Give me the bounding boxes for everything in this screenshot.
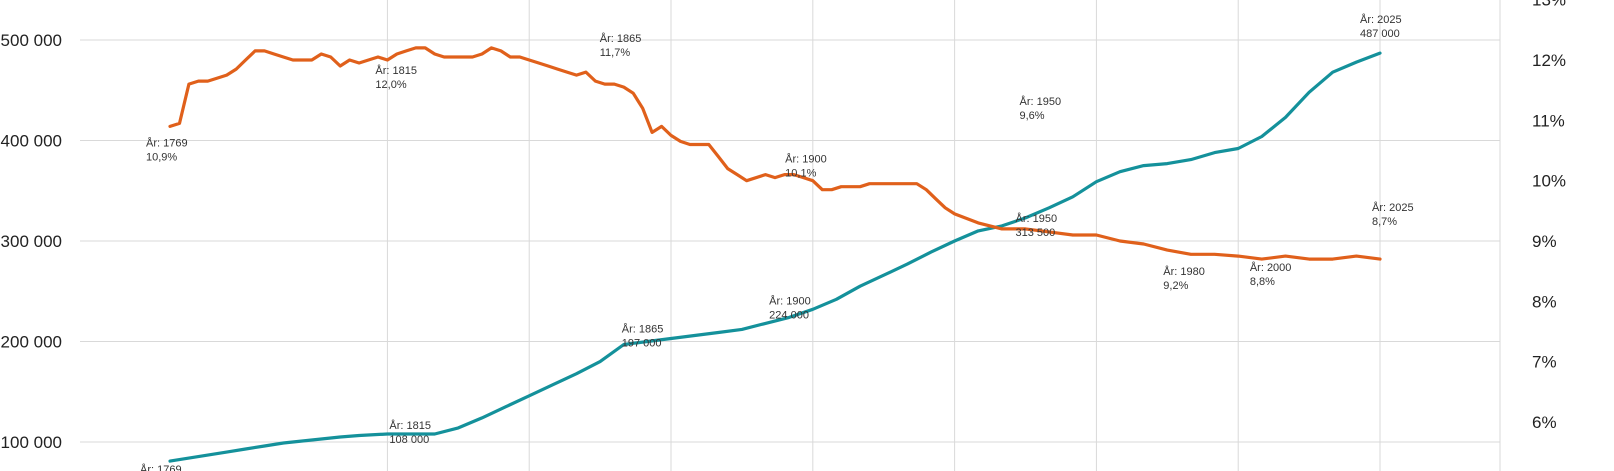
data-label: År: 2000 [1250, 261, 1292, 274]
right-tick-label: 11% [1532, 111, 1565, 130]
data-label: 108 000 [389, 434, 429, 446]
data-label: År: 1950 [1016, 212, 1058, 225]
right-tick-label: 10% [1532, 172, 1566, 191]
data-label: 8,8% [1250, 276, 1275, 288]
right-tick-label: 8% [1532, 292, 1557, 311]
left-axis: 100 000 200 000 300 000 400 000 500 000 [1, 31, 62, 452]
data-label: År: 1865 [600, 32, 642, 45]
right-axis: 6% 7% 8% 9% 10% 11% 12% 13% [1499, 0, 1566, 471]
data-label: År: 1900 [769, 294, 811, 307]
series-line-antall [168, 51, 1382, 463]
left-tick-label: 200 000 [1, 333, 62, 352]
data-label: År: 1815 [375, 64, 417, 77]
data-label: År: 2025 [1372, 201, 1414, 214]
data-label: 11,7% [600, 47, 631, 59]
data-label: 9,6% [1020, 110, 1045, 122]
left-tick-label: 400 000 [1, 132, 62, 151]
right-tick-label: 6% [1532, 413, 1557, 432]
data-label: År: 1769 [140, 463, 182, 471]
data-label: År: 1900 [785, 152, 827, 165]
data-label: 9,2% [1163, 280, 1188, 292]
data-label: År: 1865 [622, 323, 664, 336]
data-label: 12,0% [375, 79, 406, 91]
left-tick-label: 300 000 [1, 232, 62, 251]
right-tick-label: 13% [1532, 0, 1566, 10]
data-label: År: 1769 [146, 136, 188, 149]
left-tick-label: 100 000 [1, 433, 62, 452]
data-label: År: 1980 [1163, 265, 1205, 278]
data-label: 487 000 [1360, 28, 1400, 40]
right-tick-label: 7% [1532, 353, 1557, 372]
gridlines [80, 0, 1500, 471]
data-label: 197 000 [622, 338, 662, 350]
data-label: År: 1950 [1020, 95, 1062, 108]
data-label: 10,9% [146, 151, 177, 163]
right-tick-label: 9% [1532, 232, 1557, 251]
left-tick-label: 500 000 [1, 31, 62, 50]
data-label: 224 000 [769, 309, 809, 321]
series-layer [168, 46, 1382, 463]
data-label: 8,7% [1372, 216, 1397, 228]
data-label: År: 2025 [1360, 13, 1402, 26]
series-line-andel [168, 46, 1382, 261]
data-label: 313 500 [1016, 227, 1056, 239]
data-label: 10,1% [785, 167, 816, 179]
right-tick-label: 12% [1532, 51, 1566, 70]
data-label: År: 1815 [389, 419, 431, 432]
